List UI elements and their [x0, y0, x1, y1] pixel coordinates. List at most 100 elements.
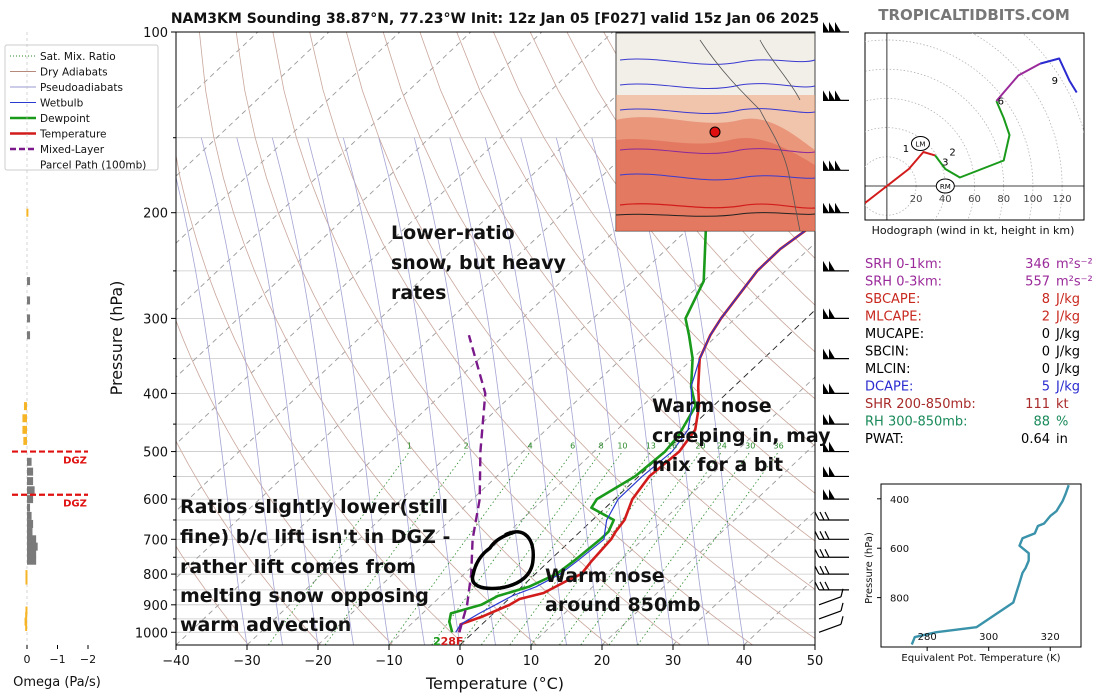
hodograph-trace	[995, 62, 1041, 102]
isotherm-line	[388, 242, 815, 645]
theta-x-tick-label: 300	[979, 632, 998, 643]
annotation-lower-ratio-line1: Lower-ratio	[391, 222, 515, 244]
wind-barb-flag	[840, 588, 844, 597]
dry-adiabat-line	[346, 32, 815, 639]
series-temperature	[458, 222, 815, 633]
index-unit: J/kg	[1055, 327, 1080, 342]
wind-barb-feather	[819, 531, 825, 540]
theta-x-tick-label: 280	[918, 632, 937, 643]
y-tick-label: 100	[143, 26, 168, 41]
omega-bar	[27, 296, 31, 305]
annotation-ratios-line3: rather lift comes from	[180, 556, 416, 578]
y-tick-label: 500	[143, 446, 168, 461]
omega-bar	[27, 542, 38, 551]
wind-barb	[823, 489, 849, 500]
omega-bar	[27, 556, 37, 565]
legend-label: Parcel Path (100mb)	[40, 160, 146, 172]
pseudoadiabat-line	[591, 137, 674, 645]
wind-barb-pennant	[823, 202, 829, 213]
wind-barb	[814, 531, 849, 540]
mixing-ratio-label: 4	[528, 442, 533, 451]
omega-tick-label: −1	[49, 653, 65, 666]
wind-barb-pennant	[829, 489, 835, 500]
index-value: 2	[1042, 310, 1050, 325]
pseudoadiabat-line	[449, 137, 532, 645]
annotation-warm-nose-creeping-line3: mix for a bit	[652, 454, 783, 476]
surface-temperature-label: 28F	[441, 635, 464, 648]
legend-label: Mixed-Layer	[40, 144, 105, 156]
theta-e-x-label: Equivalent Pot. Temperature (K)	[901, 653, 1060, 664]
dgz-label: DGZ	[63, 499, 87, 510]
omega-bar	[23, 436, 27, 445]
wind-barb	[823, 466, 849, 478]
x-tick-label: 40	[736, 654, 753, 669]
wind-barb-staff	[818, 610, 842, 620]
wind-barb-pennant	[829, 414, 835, 425]
legend-label: Dewpoint	[40, 113, 90, 125]
hodograph-height-label: 2	[949, 147, 955, 158]
hodograph-trace	[865, 151, 936, 204]
pseudoadiabat-line	[626, 137, 709, 645]
omega-bar	[27, 314, 31, 323]
x-tick-label: 0	[456, 654, 464, 669]
index-unit: J/kg	[1055, 292, 1080, 307]
omega-bar	[27, 549, 37, 558]
wind-barb-feather	[814, 549, 820, 558]
omega-bar	[27, 467, 34, 476]
wind-barb	[823, 260, 849, 272]
omega-bar	[27, 331, 31, 340]
wind-barb-pennant	[823, 22, 829, 32]
hodograph-marker-ring	[910, 136, 930, 151]
annotation-ratios: Ratios slightly lower(still fine) b/c li…	[180, 496, 450, 636]
x-tick-label: −30	[233, 654, 260, 669]
pseudoadiabat-line	[200, 137, 283, 645]
omega-bar	[22, 425, 27, 434]
dry-adiabat-line	[176, 440, 321, 645]
annotation-lower-ratio-line2: snow, but heavy	[391, 252, 567, 274]
index-unit: in	[1056, 432, 1068, 447]
isotherm-line	[601, 443, 815, 645]
wind-barb-feather	[824, 549, 830, 558]
hodograph-height-label: 3	[942, 158, 948, 169]
hodograph-marker-label: RM	[940, 183, 951, 191]
wind-barb-pennant	[823, 414, 829, 425]
isotherm-line	[672, 510, 815, 645]
legend-label: Dry Adiabats	[40, 67, 108, 79]
inset-map	[615, 32, 816, 232]
pseudoadiabat-line	[413, 137, 496, 645]
annotation-warm-nose-creeping: Warm nose creeping in, may mix for a bit	[652, 395, 831, 476]
theta-y-tick-label: 400	[890, 495, 909, 506]
wind-barb-pennant	[829, 348, 835, 359]
hodograph-trace	[1039, 57, 1078, 94]
dgz-label: DGZ	[63, 456, 87, 467]
theta-e-profile	[910, 484, 1070, 645]
wind-barb-pennant	[823, 383, 829, 394]
omega-bar	[25, 623, 28, 632]
dry-adiabat-line	[382, 32, 815, 590]
y-tick-label: 1000	[135, 626, 168, 641]
dry-adiabat-line	[566, 32, 815, 353]
indices-table: SRH 0-1km: 346 m²s⁻² SRH 0-3km: 557 m²s⁻² SBCA…	[865, 257, 1093, 447]
y-tick-label: 900	[143, 599, 168, 614]
hodograph-tick-label: 40	[939, 194, 952, 205]
hodograph-tick-label: 20	[910, 194, 923, 205]
wind-barb-feather	[819, 581, 825, 591]
omega-bar	[23, 402, 27, 411]
x-tick-label: 50	[807, 654, 824, 669]
dry-adiabat-line	[176, 319, 393, 645]
wind-barb	[814, 581, 849, 591]
wind-barb-feather	[819, 549, 825, 558]
annotation-warm-nose-850-line1: Warm nose	[545, 565, 665, 587]
omega-bar	[27, 495, 34, 504]
annotation-ratios-line2: fine) b/c lift isn't in DGZ -	[180, 526, 450, 548]
index-unit: J/kg	[1055, 310, 1080, 325]
omega-bar	[22, 414, 27, 423]
theta-y-tick-label: 800	[890, 594, 909, 605]
mixing-ratio-label: 16	[667, 442, 677, 451]
x-tick-label: 10	[523, 654, 540, 669]
x-tick-label: −20	[304, 654, 331, 669]
wind-barb-pennant	[835, 90, 841, 101]
hodograph-height-label: 9	[1052, 76, 1058, 87]
wind-barb	[823, 441, 849, 453]
hodograph-caption: Hodograph (wind in kt, height in km)	[872, 224, 1075, 237]
